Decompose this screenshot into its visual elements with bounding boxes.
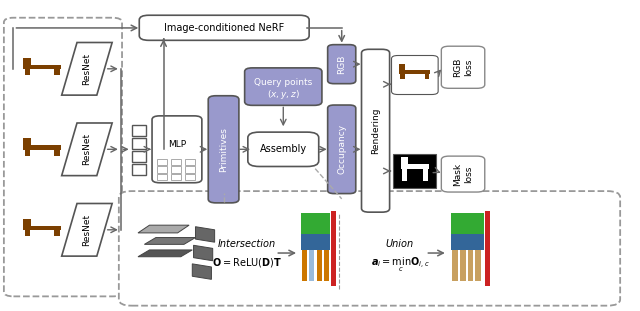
Bar bbox=[324, 250, 329, 281]
Bar bbox=[185, 159, 195, 165]
Bar bbox=[475, 250, 481, 281]
Bar bbox=[309, 250, 314, 281]
Bar bbox=[302, 250, 307, 281]
Bar bbox=[331, 211, 336, 285]
Bar bbox=[157, 159, 168, 165]
Text: ResNet: ResNet bbox=[83, 214, 92, 246]
Bar bbox=[185, 174, 195, 180]
Bar bbox=[185, 166, 195, 173]
Bar bbox=[317, 250, 322, 281]
Text: $\mathbf{O} = \mathrm{ReLU}(\mathbf{D})\mathbf{T}$: $\mathbf{O} = \mathrm{ReLU}(\mathbf{D})\… bbox=[212, 256, 282, 269]
FancyBboxPatch shape bbox=[4, 18, 122, 296]
Bar bbox=[452, 250, 458, 281]
Text: MLP: MLP bbox=[168, 140, 186, 149]
Text: ResNet: ResNet bbox=[83, 133, 92, 165]
Bar bbox=[172, 166, 181, 173]
Bar bbox=[451, 234, 484, 250]
Bar bbox=[451, 213, 484, 234]
Text: Rendering: Rendering bbox=[371, 108, 380, 154]
Polygon shape bbox=[61, 123, 112, 176]
Bar bbox=[54, 230, 60, 236]
FancyBboxPatch shape bbox=[442, 46, 484, 88]
Text: Primitives: Primitives bbox=[219, 127, 228, 172]
FancyBboxPatch shape bbox=[328, 105, 356, 193]
Bar bbox=[54, 150, 60, 156]
FancyBboxPatch shape bbox=[442, 156, 484, 192]
Bar bbox=[24, 58, 31, 65]
Bar bbox=[132, 164, 146, 175]
Text: Occupancy: Occupancy bbox=[337, 124, 346, 174]
Bar bbox=[399, 70, 431, 74]
Bar bbox=[301, 213, 330, 234]
Bar bbox=[54, 69, 60, 75]
Polygon shape bbox=[61, 43, 112, 95]
FancyBboxPatch shape bbox=[328, 45, 356, 84]
Polygon shape bbox=[61, 203, 112, 256]
Text: Assembly: Assembly bbox=[260, 144, 307, 154]
Bar bbox=[157, 166, 168, 173]
Bar bbox=[484, 211, 490, 285]
Bar bbox=[24, 219, 31, 226]
Bar bbox=[25, 230, 30, 236]
Text: $(x, y, z)$: $(x, y, z)$ bbox=[267, 88, 300, 101]
Text: Image-conditioned NeRF: Image-conditioned NeRF bbox=[164, 23, 284, 33]
FancyBboxPatch shape bbox=[152, 116, 202, 183]
Bar bbox=[402, 169, 406, 181]
Bar bbox=[24, 138, 31, 146]
Bar bbox=[25, 150, 30, 156]
Bar bbox=[172, 159, 181, 165]
FancyBboxPatch shape bbox=[208, 96, 239, 203]
Polygon shape bbox=[195, 227, 214, 242]
Text: RGB
loss: RGB loss bbox=[453, 58, 473, 77]
FancyBboxPatch shape bbox=[392, 55, 438, 95]
Text: Intersection: Intersection bbox=[218, 239, 276, 249]
FancyBboxPatch shape bbox=[140, 15, 309, 40]
FancyBboxPatch shape bbox=[119, 191, 620, 306]
Bar bbox=[172, 174, 181, 180]
Polygon shape bbox=[138, 250, 192, 257]
Bar bbox=[423, 169, 428, 181]
Bar bbox=[301, 234, 330, 250]
Bar bbox=[401, 165, 429, 169]
Bar bbox=[24, 146, 61, 150]
Bar bbox=[394, 154, 436, 188]
Bar bbox=[460, 250, 466, 281]
Text: Union: Union bbox=[386, 239, 414, 249]
Bar bbox=[25, 69, 30, 75]
Text: RGB: RGB bbox=[337, 54, 346, 74]
Bar bbox=[132, 125, 146, 136]
Bar bbox=[24, 65, 61, 69]
FancyBboxPatch shape bbox=[244, 68, 322, 105]
Bar bbox=[400, 74, 404, 79]
FancyBboxPatch shape bbox=[362, 49, 390, 212]
Bar bbox=[467, 250, 473, 281]
Text: $\boldsymbol{a}_i = \min_c \mathbf{O}_{i,c}$: $\boldsymbol{a}_i = \min_c \mathbf{O}_{i… bbox=[371, 256, 429, 274]
Bar bbox=[399, 64, 406, 70]
Bar bbox=[157, 174, 168, 180]
Polygon shape bbox=[138, 225, 189, 233]
Text: ResNet: ResNet bbox=[83, 53, 92, 85]
Bar bbox=[24, 226, 61, 230]
Polygon shape bbox=[192, 264, 211, 279]
Text: Mask
loss: Mask loss bbox=[453, 163, 473, 186]
Polygon shape bbox=[193, 245, 212, 261]
Bar bbox=[132, 138, 146, 149]
FancyBboxPatch shape bbox=[248, 132, 319, 166]
Bar bbox=[132, 151, 146, 162]
Text: Query points: Query points bbox=[254, 78, 312, 87]
Bar bbox=[425, 74, 429, 79]
Bar bbox=[401, 157, 408, 165]
Polygon shape bbox=[145, 238, 195, 244]
